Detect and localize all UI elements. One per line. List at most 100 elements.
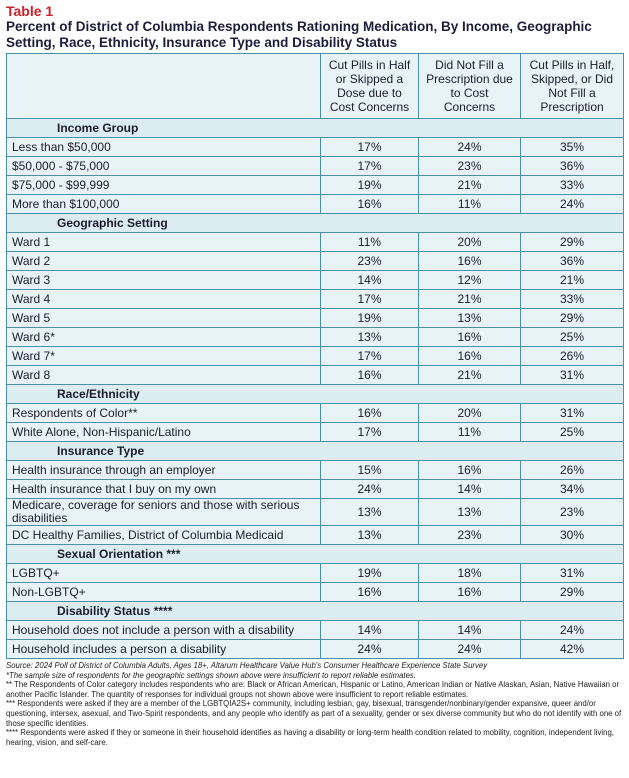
data-row: Ward 3 14% 12% 21% bbox=[6, 270, 624, 290]
data-row: Ward 1 11% 20% 29% bbox=[6, 232, 624, 252]
cell-value: 29% bbox=[520, 582, 624, 602]
cell-value: 23% bbox=[418, 525, 521, 545]
cell-value: 13% bbox=[320, 525, 419, 545]
cell-value: 16% bbox=[320, 365, 419, 385]
row-label: Ward 3 bbox=[6, 270, 321, 290]
footnote: *The sample size of respondents for the … bbox=[6, 670, 416, 680]
table-title: Percent of District of Columbia Responde… bbox=[6, 19, 592, 50]
cell-value: 24% bbox=[418, 137, 521, 157]
cell-value: 15% bbox=[320, 460, 419, 480]
cell-value: 23% bbox=[320, 251, 419, 271]
row-label: Ward 1 bbox=[6, 232, 321, 252]
cell-value: 19% bbox=[320, 308, 419, 328]
cell-value: 19% bbox=[320, 563, 419, 583]
cell-value: 16% bbox=[320, 194, 419, 214]
column-header: Did Not Fill a Prescription due to Cost … bbox=[418, 53, 521, 119]
cell-value: 33% bbox=[520, 289, 624, 309]
data-row: Ward 2 23% 16% 36% bbox=[6, 251, 624, 271]
cell-value: 25% bbox=[520, 327, 624, 347]
data-row: $75,000 - $99,999 19% 21% 33% bbox=[6, 175, 624, 195]
cell-value: 16% bbox=[418, 327, 521, 347]
cell-value: 21% bbox=[418, 365, 521, 385]
header-row: Cut Pills in Half or Skipped a Dose due … bbox=[6, 53, 624, 119]
row-label: Health insurance through an employer bbox=[6, 460, 321, 480]
cell-value: 11% bbox=[418, 422, 521, 442]
data-row: More than $100,000 16% 11% 24% bbox=[6, 194, 624, 214]
cell-value: 23% bbox=[418, 156, 521, 176]
cell-value: 16% bbox=[320, 403, 419, 423]
cell-value: 21% bbox=[418, 289, 521, 309]
cell-value: 17% bbox=[320, 156, 419, 176]
cell-value: 16% bbox=[418, 346, 521, 366]
cell-value: 24% bbox=[418, 639, 521, 659]
section-row: Sexual Orientation *** bbox=[6, 544, 624, 564]
cell-value: 16% bbox=[418, 582, 521, 602]
cell-value: 24% bbox=[520, 194, 624, 214]
cell-value: 34% bbox=[520, 479, 624, 499]
cell-value: 31% bbox=[520, 563, 624, 583]
section-row: Insurance Type bbox=[6, 441, 624, 461]
blank-header bbox=[6, 53, 321, 119]
row-label: Ward 4 bbox=[6, 289, 321, 309]
data-table: Cut Pills in Half or Skipped a Dose due … bbox=[6, 53, 624, 659]
document: Table 1 Percent of District of Columbia … bbox=[6, 3, 624, 747]
data-row: Health insurance that I buy on my own 24%… bbox=[6, 479, 624, 499]
row-label: Ward 8 bbox=[6, 365, 321, 385]
data-row: Medicare, coverage for seniors and those… bbox=[6, 498, 624, 526]
data-row: Ward 7* 17% 16% 26% bbox=[6, 346, 624, 366]
row-label: Non-LGBTQ+ bbox=[6, 582, 321, 602]
section-header: Insurance Type bbox=[6, 441, 624, 461]
row-label: Ward 7* bbox=[6, 346, 321, 366]
cell-value: 14% bbox=[320, 620, 419, 640]
row-label: DC Healthy Families, District of Columbi… bbox=[6, 525, 321, 545]
row-label: More than $100,000 bbox=[6, 194, 321, 214]
row-label: Health insurance that I buy on my own bbox=[6, 479, 321, 499]
section-header: Disability Status **** bbox=[6, 601, 624, 621]
cell-value: 20% bbox=[418, 403, 521, 423]
row-label: Ward 2 bbox=[6, 251, 321, 271]
cell-value: 42% bbox=[520, 639, 624, 659]
data-row: $50,000 - $75,000 17% 23% 36% bbox=[6, 156, 624, 176]
cell-value: 19% bbox=[320, 175, 419, 195]
cell-value: 36% bbox=[520, 156, 624, 176]
row-label: Ward 6* bbox=[6, 327, 321, 347]
cell-value: 13% bbox=[418, 498, 521, 526]
cell-value: 18% bbox=[418, 563, 521, 583]
cell-value: 24% bbox=[320, 639, 419, 659]
table-body: Income Group Less than $50,000 17% 24% 35% $5… bbox=[6, 118, 624, 659]
footnote: *** Respondents were asked if they are a… bbox=[6, 699, 622, 728]
cell-value: 16% bbox=[418, 460, 521, 480]
data-row: Respondents of Color** 16% 20% 31% bbox=[6, 403, 624, 423]
data-row: Household does not include a person with… bbox=[6, 620, 624, 640]
cell-value: 24% bbox=[520, 620, 624, 640]
cell-value: 23% bbox=[520, 498, 624, 526]
cell-value: 11% bbox=[320, 232, 419, 252]
data-row: Health insurance through an employer 15% 1… bbox=[6, 460, 624, 480]
row-label: Respondents of Color** bbox=[6, 403, 321, 423]
cell-value: 35% bbox=[520, 137, 624, 157]
cell-value: 13% bbox=[320, 498, 419, 526]
data-row: Ward 6* 13% 16% 25% bbox=[6, 327, 624, 347]
row-label: Less than $50,000 bbox=[6, 137, 321, 157]
row-label: $75,000 - $99,999 bbox=[6, 175, 321, 195]
cell-value: 14% bbox=[418, 620, 521, 640]
data-row: Household includes a person a disability… bbox=[6, 639, 624, 659]
section-row: Income Group bbox=[6, 118, 624, 138]
row-label: LGBTQ+ bbox=[6, 563, 321, 583]
cell-value: 21% bbox=[520, 270, 624, 290]
cell-value: 16% bbox=[320, 582, 419, 602]
row-label: Household does not include a person with… bbox=[6, 620, 321, 640]
row-label: White Alone, Non-Hispanic/Latino bbox=[6, 422, 321, 442]
cell-value: 14% bbox=[418, 479, 521, 499]
cell-value: 29% bbox=[520, 308, 624, 328]
cell-value: 31% bbox=[520, 403, 624, 423]
cell-value: 21% bbox=[418, 175, 521, 195]
data-row: LGBTQ+ 19% 18% 31% bbox=[6, 563, 624, 583]
data-row: Non-LGBTQ+ 16% 16% 29% bbox=[6, 582, 624, 602]
row-label: $50,000 - $75,000 bbox=[6, 156, 321, 176]
section-header: Race/Ethnicity bbox=[6, 384, 624, 404]
cell-value: 13% bbox=[418, 308, 521, 328]
section-header: Income Group bbox=[6, 118, 624, 138]
cell-value: 17% bbox=[320, 422, 419, 442]
